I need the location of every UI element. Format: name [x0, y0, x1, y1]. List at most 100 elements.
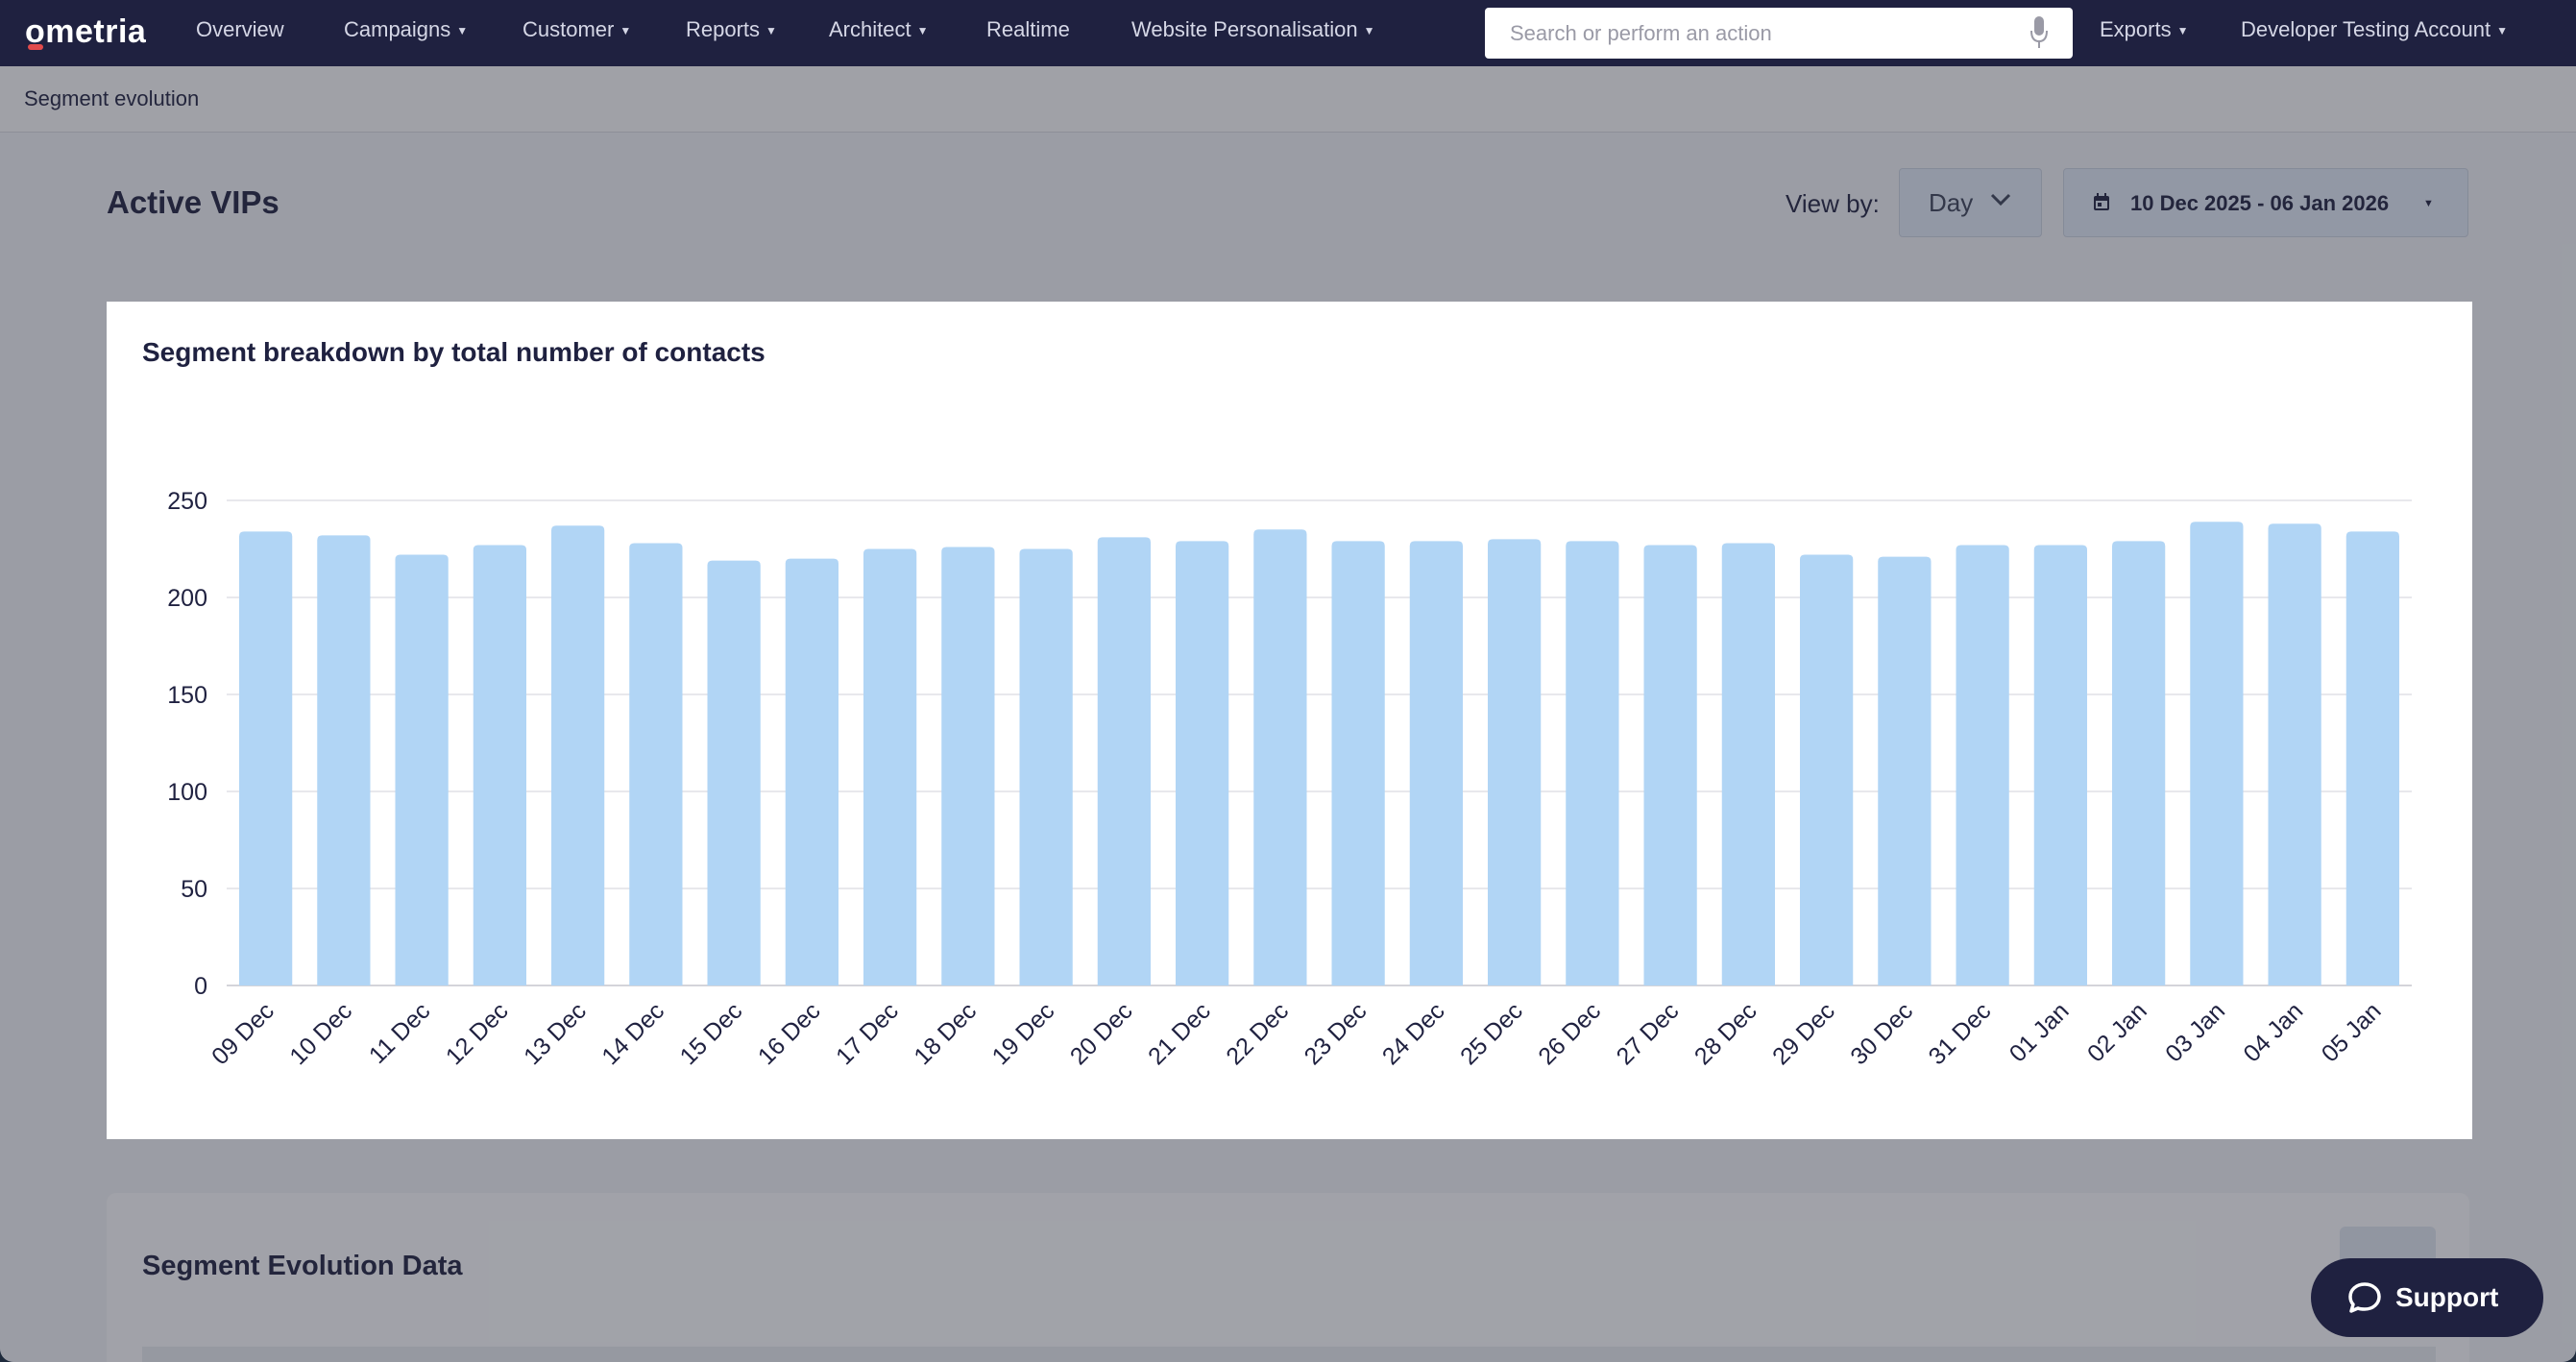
caret-down-icon: ▼ — [456, 24, 469, 38]
caret-down-icon: ▼ — [620, 24, 632, 38]
bar[interactable] — [785, 558, 838, 985]
bar[interactable] — [1956, 545, 2009, 985]
nav-item-label: Campaigns — [344, 17, 451, 41]
y-tick-label: 250 — [167, 488, 207, 515]
nav-item-label: Customer — [522, 17, 615, 41]
microphone-icon[interactable] — [2029, 15, 2049, 50]
chevron-down-icon — [1990, 193, 2011, 207]
data-section-title: Segment Evolution Data — [142, 1251, 463, 1281]
y-tick-label: 200 — [167, 585, 207, 612]
bar[interactable] — [395, 554, 449, 985]
x-tick-label: 10 Dec — [284, 997, 357, 1070]
bar[interactable] — [317, 535, 371, 985]
table-header — [142, 1347, 2436, 1362]
caret-down-icon: ▼ — [2176, 24, 2189, 38]
bar[interactable] — [1488, 539, 1542, 985]
caret-down-icon: ▼ — [766, 24, 777, 38]
calendar-icon — [2094, 193, 2109, 210]
x-tick-label: 22 Dec — [1221, 997, 1294, 1070]
support-label: Support — [2395, 1282, 2499, 1312]
bar[interactable] — [1409, 541, 1463, 985]
bar[interactable] — [473, 545, 526, 985]
x-tick-label: 15 Dec — [675, 997, 748, 1070]
caret-down-icon: ▼ — [2423, 198, 2434, 209]
nav-item-architect[interactable]: Architect ▼ — [829, 17, 928, 42]
nav-item-reports[interactable]: Reports ▼ — [686, 17, 777, 42]
x-tick-label: 11 Dec — [364, 997, 436, 1069]
bar[interactable] — [1878, 556, 1932, 985]
x-tick-label: 30 Dec — [1845, 997, 1918, 1070]
y-tick-label: 100 — [167, 779, 207, 806]
bar[interactable] — [2268, 523, 2321, 985]
x-tick-label: 14 Dec — [596, 997, 669, 1070]
bar[interactable] — [1331, 541, 1385, 985]
date-range-picker[interactable]: 10 Dec 2025 - 06 Jan 2026 ▼ — [2063, 168, 2468, 237]
nav-item-label: Reports — [686, 17, 761, 41]
nav-item-overview[interactable]: Overview — [196, 17, 284, 42]
x-tick-label: 21 Dec — [1143, 997, 1216, 1070]
nav-item-customer[interactable]: Customer ▼ — [522, 17, 631, 42]
nav-item-label: Architect — [829, 17, 911, 41]
y-tick-label: 50 — [181, 876, 207, 903]
x-tick-label: 03 Jan — [2160, 997, 2230, 1067]
bar[interactable] — [1097, 537, 1151, 985]
nav-item-campaigns[interactable]: Campaigns ▼ — [344, 17, 468, 42]
logo-text: ometria — [25, 13, 147, 50]
x-tick-label: 02 Jan — [2082, 997, 2152, 1067]
nav-item-exports[interactable]: Exports ▼ — [2100, 17, 2188, 42]
date-range-value: 10 Dec 2025 - 06 Jan 2026 — [2130, 191, 2390, 215]
caret-down-icon: ▼ — [1363, 24, 1375, 38]
x-tick-label: 24 Dec — [1377, 997, 1450, 1070]
nav-item-realtime[interactable]: Realtime — [986, 17, 1070, 42]
bar[interactable] — [1721, 543, 1775, 985]
x-tick-label: 05 Jan — [2317, 997, 2387, 1067]
y-tick-label: 150 — [167, 682, 207, 709]
bar-chart: 0 50 100 150 200 250 09 Dec 10 Dec 11 Dec 12 Dec 1… — [167, 488, 2412, 1070]
bar[interactable] — [629, 543, 683, 985]
bar[interactable] — [1643, 545, 1697, 985]
y-tick-label: 0 — [194, 973, 207, 1000]
x-tick-label: 26 Dec — [1533, 997, 1606, 1070]
nav-item-website-personalisation[interactable]: Website Personalisation ▼ — [1131, 17, 1375, 42]
x-tick-label: 09 Dec — [207, 997, 279, 1070]
view-by-label: View by: — [1786, 189, 1880, 218]
account-label: Developer Testing Account — [2241, 17, 2491, 41]
top-navigation-bar: ometria Overview Campaigns ▼ Customer ▼ Re… — [0, 0, 2576, 66]
bar[interactable] — [863, 548, 917, 986]
bar[interactable] — [1800, 554, 1854, 985]
breadcrumb: Segment evolution — [24, 86, 200, 110]
nav-item-label: Realtime — [986, 17, 1070, 41]
bar[interactable] — [1176, 541, 1229, 985]
bar[interactable] — [2345, 531, 2399, 985]
bar[interactable] — [2033, 545, 2087, 985]
x-tick-label: 28 Dec — [1689, 997, 1762, 1070]
bar[interactable] — [1566, 541, 1619, 985]
page-title: Active VIPs — [107, 184, 279, 220]
support-button[interactable]: Support — [2311, 1258, 2543, 1337]
x-tick-label: 04 Jan — [2238, 997, 2308, 1067]
x-tick-label: 29 Dec — [1767, 997, 1840, 1070]
x-tick-label: 27 Dec — [1612, 997, 1685, 1070]
x-tick-label: 18 Dec — [909, 997, 982, 1070]
chat-bubble-icon — [2348, 1282, 2381, 1313]
bar[interactable] — [707, 560, 761, 985]
caret-down-icon: ▼ — [2496, 24, 2508, 38]
logo-accent — [28, 44, 43, 50]
breadcrumb-bar: Segment evolution — [0, 66, 2576, 133]
bar[interactable] — [2112, 541, 2166, 985]
ometria-logo[interactable]: ometria — [25, 13, 146, 51]
search-input[interactable] — [1485, 8, 2073, 59]
account-menu[interactable]: Developer Testing Account ▼ — [2241, 17, 2508, 42]
bar[interactable] — [1253, 529, 1307, 985]
bar[interactable] — [941, 547, 995, 985]
bar[interactable] — [551, 525, 605, 985]
segment-evolution-data-card: Segment Evolution Data — [107, 1193, 2469, 1362]
bar[interactable] — [239, 531, 293, 985]
x-tick-label: 12 Dec — [441, 997, 514, 1070]
nav-item-label: Overview — [196, 17, 284, 41]
bar[interactable] — [2190, 522, 2244, 985]
view-by-select[interactable]: Day — [1899, 168, 2042, 237]
x-tick-label: 20 Dec — [1065, 997, 1138, 1070]
view-by-value: Day — [1929, 188, 1974, 217]
bar[interactable] — [1019, 548, 1073, 986]
